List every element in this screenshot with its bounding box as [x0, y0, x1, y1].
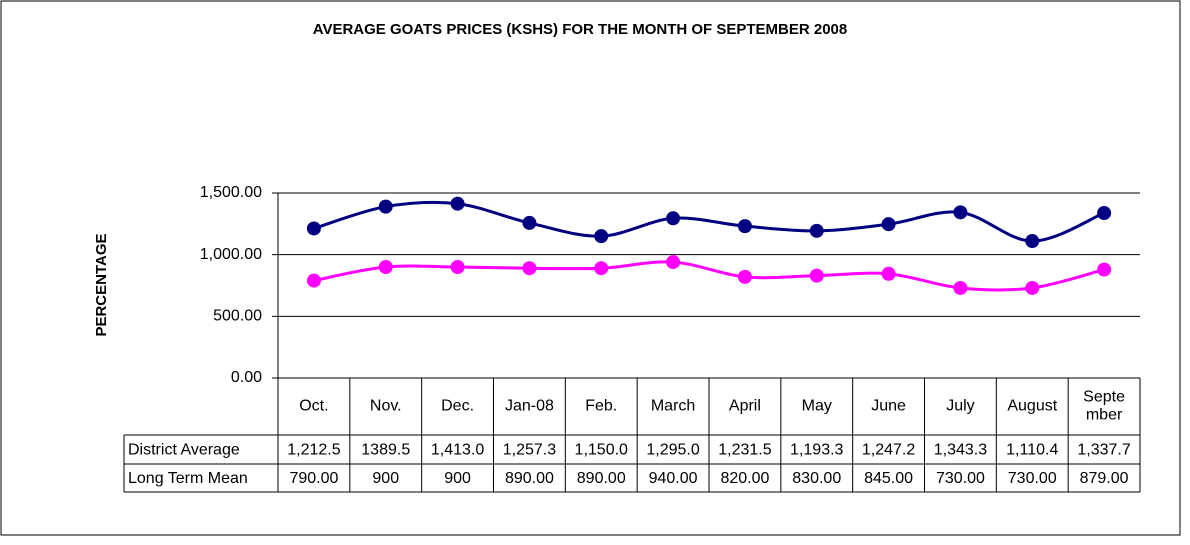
- table-cell: 730.00: [936, 470, 985, 487]
- data-point: [809, 268, 824, 283]
- table-cell: 830.00: [792, 470, 841, 487]
- table-cell: 820.00: [720, 470, 769, 487]
- table-cell: 890.00: [577, 470, 626, 487]
- table-cell: 1,257.3: [503, 442, 556, 459]
- data-point: [666, 211, 681, 226]
- x-tick-label: Feb.: [585, 398, 617, 415]
- table-cell: 1,337.7: [1077, 442, 1130, 459]
- table-cell: 845.00: [864, 470, 913, 487]
- data-point: [1025, 280, 1040, 295]
- data-point: [522, 215, 537, 230]
- table-cell: 890.00: [505, 470, 554, 487]
- data-point: [1097, 206, 1112, 221]
- data-point: [306, 273, 321, 288]
- table-cell: 1,150.0: [575, 442, 628, 459]
- data-point: [378, 199, 393, 214]
- x-tick-label: June: [871, 398, 906, 415]
- data-point: [594, 229, 609, 244]
- table-cell: 1,413.0: [431, 442, 484, 459]
- x-tick-label: July: [946, 398, 974, 415]
- y-axis-label: PERCENTAGE: [93, 233, 110, 336]
- x-tick-label: March: [651, 398, 695, 415]
- table-cell: 1389.5: [361, 442, 410, 459]
- table-cell: 1,110.4: [1006, 442, 1058, 459]
- y-tick-label: 500.00: [213, 308, 262, 325]
- x-tick-label: May: [802, 398, 832, 415]
- x-tick-label: Nov.: [370, 398, 402, 415]
- x-tick-label: Jan-08: [505, 398, 554, 415]
- data-point: [306, 221, 321, 236]
- table-cell: 730.00: [1008, 470, 1057, 487]
- data-point: [737, 219, 752, 234]
- table-cell: 940.00: [649, 470, 698, 487]
- data-point: [666, 255, 681, 270]
- data-point: [881, 266, 896, 281]
- table-cell: 879.00: [1080, 470, 1129, 487]
- data-point: [450, 196, 465, 211]
- x-tick-label: Septe mber: [1083, 389, 1125, 424]
- table-cell: 1,295.0: [646, 442, 699, 459]
- y-tick-label: 1,500.00: [200, 184, 262, 201]
- data-point: [378, 260, 393, 274]
- table-cell: 1,193.3: [790, 442, 843, 459]
- table-cell: 900: [372, 470, 399, 487]
- table-cell: 1,212.5: [287, 442, 340, 459]
- x-tick-label: August: [1007, 398, 1057, 415]
- chart-title: AVERAGE GOATS PRICES (KSHS) FOR THE MONT…: [313, 21, 848, 38]
- x-tick-label: Oct.: [299, 398, 328, 415]
- table-cell: 1,343.3: [934, 442, 987, 459]
- data-point: [881, 217, 896, 232]
- data-point: [1025, 234, 1040, 249]
- data-point: [594, 261, 609, 276]
- table-row-label: District Average: [128, 442, 240, 459]
- data-point: [1097, 262, 1112, 277]
- table-cell: 1,231.5: [718, 442, 771, 459]
- data-point: [737, 269, 752, 284]
- x-tick-label: April: [729, 398, 761, 415]
- y-tick-label: 0.00: [231, 369, 262, 386]
- table-cell: 900: [444, 470, 471, 487]
- data-point: [522, 261, 537, 276]
- table-cell: 790.00: [289, 470, 338, 487]
- data-point: [809, 223, 824, 238]
- data-point: [953, 280, 968, 295]
- y-tick-label: 1,000.00: [200, 246, 262, 263]
- data-point: [450, 260, 465, 274]
- x-tick-label: Dec.: [441, 398, 474, 415]
- table-cell: 1,247.2: [862, 442, 915, 459]
- data-point: [953, 205, 968, 220]
- table-row-label: Long Term Mean: [128, 470, 248, 487]
